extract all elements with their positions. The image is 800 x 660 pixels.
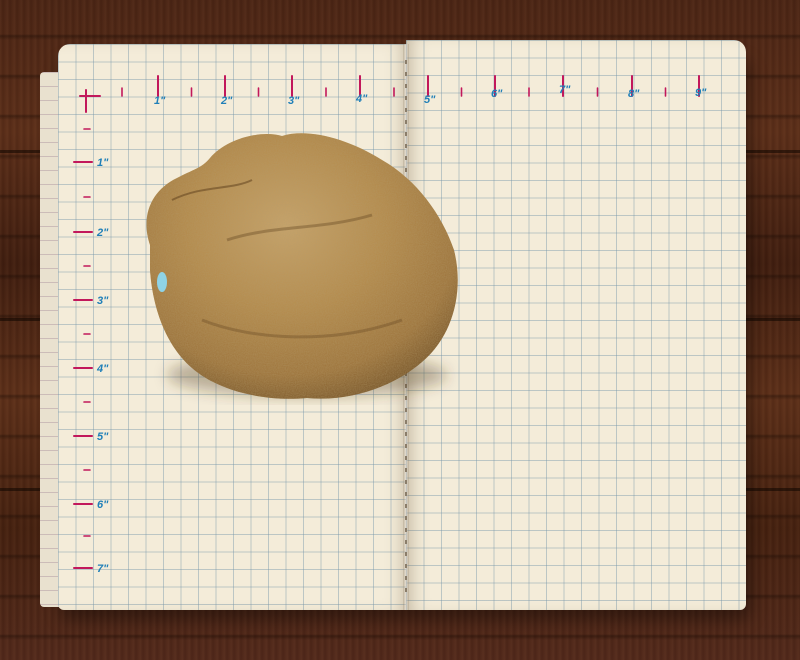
stitch-mark	[405, 588, 407, 592]
stone-crack	[171, 179, 253, 201]
side-inch-label: 1"	[97, 157, 109, 169]
side-inch-label: 7"	[97, 563, 109, 575]
notebook-right-page	[406, 40, 746, 610]
side-inch-label: 5"	[97, 431, 109, 443]
top-inch-label: 4"	[355, 93, 368, 105]
stitch-mark	[405, 60, 407, 64]
stone-crack	[201, 318, 403, 339]
stitch-mark	[405, 132, 407, 136]
stitch-mark	[405, 396, 407, 400]
stitch-mark	[405, 504, 407, 508]
top-inch-label: 8"	[628, 88, 640, 100]
stitch-mark	[405, 108, 407, 112]
stitch-mark	[405, 528, 407, 532]
stitch-mark	[405, 96, 407, 100]
stitch-mark	[405, 84, 407, 88]
stitch-mark	[405, 432, 407, 436]
side-inch-label: 3"	[97, 295, 109, 307]
stone	[132, 130, 462, 405]
side-inch-label: 6"	[97, 499, 109, 511]
stitch-mark	[405, 420, 407, 424]
side-ruler: 1" 2" 3" 4" 5" 6" 7"	[73, 128, 109, 575]
stitch-mark	[405, 540, 407, 544]
top-inch-label: 5"	[424, 94, 436, 106]
stitch-mark	[405, 492, 407, 496]
top-inch-label: 1"	[154, 95, 166, 107]
side-inch-label: 2"	[96, 227, 109, 239]
stitch-mark	[405, 168, 407, 172]
stone-image	[146, 133, 458, 399]
stone-crack	[226, 213, 373, 242]
top-inch-label: 3"	[288, 95, 300, 107]
stitch-mark	[405, 552, 407, 556]
top-inch-label: 2"	[220, 95, 233, 107]
stone-texture	[146, 133, 458, 399]
stitch-mark	[405, 156, 407, 160]
stitch-mark	[405, 456, 407, 460]
stone-blue-spot	[157, 272, 167, 292]
top-inch-label: 9"	[695, 87, 707, 99]
stitch-mark	[405, 516, 407, 520]
stitch-mark	[405, 480, 407, 484]
stitch-mark	[405, 564, 407, 568]
stitch-mark	[405, 144, 407, 148]
top-ruler: 1" 2" 3" 4" 5" 6" 7" 8" 9"	[79, 75, 707, 113]
top-inch-label: 6"	[491, 88, 503, 100]
side-inch-label: 4"	[96, 363, 109, 375]
stitch-mark	[405, 72, 407, 76]
stitch-mark	[405, 444, 407, 448]
stitch-mark	[405, 468, 407, 472]
stitch-mark	[405, 408, 407, 412]
stitch-mark	[405, 576, 407, 580]
stitch-mark	[405, 120, 407, 124]
top-inch-label: 7"	[559, 84, 571, 96]
